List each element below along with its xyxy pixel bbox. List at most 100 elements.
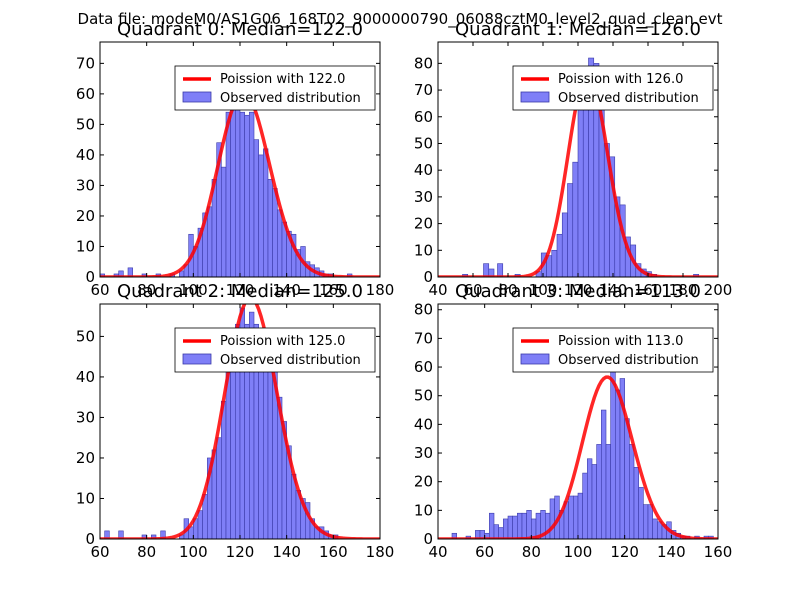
- legend-hist-swatch: [182, 353, 212, 365]
- histogram-bar: [521, 512, 527, 539]
- quadrant-panel-1: 40 60 80 100 120 140 160 180 200 0 10 20 30 40 50 60 70 8…: [414, 19, 732, 299]
- x-tick-label: 140: [272, 281, 301, 299]
- histogram-bar: [629, 444, 635, 539]
- histogram-bar: [568, 495, 574, 539]
- legend: Poission with 125.0 Observed distribution: [174, 327, 376, 373]
- x-tick-label: 100: [179, 281, 208, 299]
- histogram-bar: [624, 418, 630, 539]
- histogram-bar: [451, 532, 457, 539]
- histogram-bar: [556, 233, 563, 277]
- x-tick-label: 120: [226, 543, 255, 561]
- histogram-bar: [258, 154, 264, 277]
- histogram-bar: [267, 368, 273, 539]
- y-tick-label: 50: [76, 115, 95, 133]
- x-tick-label: 200: [704, 281, 733, 299]
- x-tick-label: 120: [610, 543, 639, 561]
- x-tick-label: 100: [179, 543, 208, 561]
- x-tick-label: 60: [463, 281, 482, 299]
- histogram-bar: [582, 472, 588, 539]
- x-tick-label: 60: [90, 543, 109, 561]
- y-tick-label: 30: [76, 176, 95, 194]
- histogram-bar: [577, 97, 584, 277]
- histogram-bar: [272, 188, 278, 277]
- y-tick-label: 10: [76, 237, 95, 255]
- histogram-bar: [277, 209, 283, 277]
- legend-hist-swatch: [520, 91, 550, 103]
- x-tick-label: 180: [669, 281, 698, 299]
- legend-curve-label: Poission with 126.0: [558, 72, 683, 87]
- x-tick-label: 80: [137, 543, 156, 561]
- histogram-bar: [239, 111, 245, 277]
- y-tick-label: 30: [414, 188, 433, 206]
- x-tick-label: 40: [428, 281, 447, 299]
- x-tick-label: 80: [498, 281, 517, 299]
- x-tick-label: 180: [366, 543, 395, 561]
- legend-hist-label: Observed distribution: [558, 91, 699, 106]
- histogram-bar: [249, 111, 255, 277]
- legend: Poission with 113.0 Observed distribution: [512, 327, 714, 373]
- panel-title: Quadrant 2: Median=125.0: [117, 281, 363, 302]
- legend-hist-label: Observed distribution: [220, 353, 361, 368]
- y-tick-label: 30: [414, 444, 433, 462]
- figure-title: Data file: modeM0/AS1G06_168T02_90000007…: [78, 10, 723, 29]
- legend-hist-label: Observed distribution: [558, 353, 699, 368]
- poisson-curve: [438, 375, 718, 539]
- histogram-bar: [507, 515, 513, 539]
- histogram-bar: [493, 524, 499, 539]
- histogram-bar: [225, 111, 231, 277]
- histogram-bar: [596, 444, 602, 539]
- legend-box: [512, 65, 714, 111]
- panel-title: Quadrant 3: Median=113.0: [455, 281, 701, 302]
- histogram-bar: [587, 458, 593, 539]
- histogram-bar: [638, 487, 644, 539]
- histogram-bar: [551, 249, 558, 277]
- y-tick-label: 40: [76, 146, 95, 164]
- histogram-bar: [263, 148, 269, 277]
- histogram-bar: [652, 518, 658, 539]
- histogram-bar: [615, 389, 621, 539]
- histogram-bar: [573, 495, 579, 539]
- x-tick-label: 60: [90, 281, 109, 299]
- y-tick-label: 20: [76, 449, 95, 467]
- y-tick-label: 40: [76, 368, 95, 386]
- histogram-bar: [235, 102, 241, 277]
- legend-box: [512, 327, 714, 373]
- y-tick-label: 70: [414, 329, 433, 347]
- x-tick-label: 160: [319, 281, 348, 299]
- histogram-bar: [647, 504, 653, 539]
- x-tick-label: 160: [704, 543, 733, 561]
- x-tick-label: 140: [657, 543, 686, 561]
- y-tick-label: 0: [85, 268, 95, 286]
- y-tick-label: 50: [414, 134, 433, 152]
- histogram-bar: [221, 400, 227, 539]
- legend-curve-label: Poission with 113.0: [558, 334, 683, 349]
- histogram-bar: [610, 343, 616, 539]
- x-tick-label: 40: [428, 543, 447, 561]
- histogram-bar: [253, 139, 259, 277]
- y-tick-label: 30: [76, 408, 95, 426]
- legend-box: [174, 327, 376, 373]
- legend: Poission with 122.0 Observed distribution: [174, 65, 376, 111]
- y-tick-label: 40: [414, 415, 433, 433]
- y-tick-label: 20: [76, 207, 95, 225]
- histogram-bar: [488, 268, 495, 277]
- y-tick-label: 10: [76, 489, 95, 507]
- y-tick-label: 20: [414, 473, 433, 491]
- quadrant-panel-0: 60 80 100 120 140 160 180 0 10 20 30 40 50 60 70 Quadra…: [76, 19, 394, 299]
- histogram-bar: [545, 512, 551, 539]
- quadrant-panel-2: 60 80 100 120 140 160 180 0 10 20 30 40 50 Quadrant 2…: [76, 281, 394, 561]
- histogram-bar: [526, 510, 532, 539]
- histogram-bar: [633, 467, 639, 539]
- x-tick-label: 60: [475, 543, 494, 561]
- y-tick-label: 60: [414, 108, 433, 126]
- legend-hist-label: Observed distribution: [220, 91, 361, 106]
- y-tick-label: 70: [76, 54, 95, 72]
- y-tick-label: 50: [76, 327, 95, 345]
- histogram-bars: [104, 307, 339, 539]
- histogram-bar: [267, 179, 273, 277]
- quadrant-panel-3: 40 60 80 100 120 140 16001020304050607080Quadr…: [414, 281, 732, 561]
- y-tick-label: 10: [414, 241, 433, 259]
- x-tick-label: 80: [137, 281, 156, 299]
- histogram-bar: [197, 510, 203, 539]
